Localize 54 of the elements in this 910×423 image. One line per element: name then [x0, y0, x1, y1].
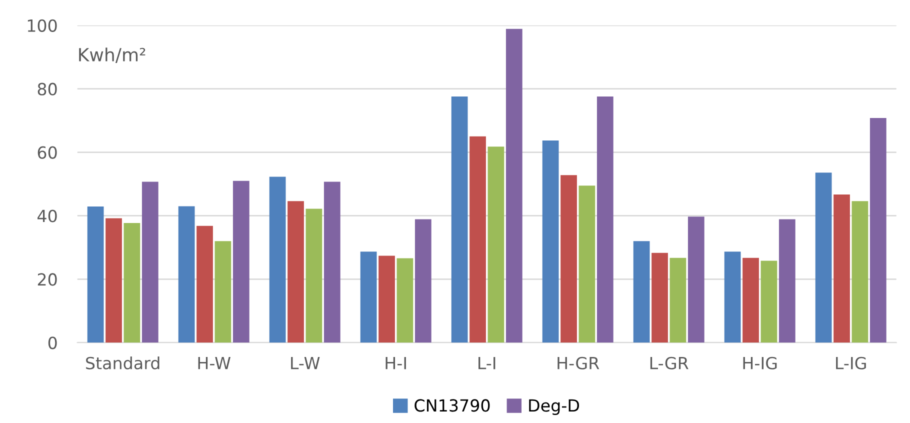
bar [778, 219, 796, 343]
x-tick-label: H-I [386, 357, 406, 370]
bar [870, 118, 886, 343]
bar [360, 252, 377, 343]
bar [742, 258, 759, 343]
x-tick-label: L-I [478, 357, 496, 370]
legend-label: Deg-D [529, 399, 580, 416]
bar [560, 175, 577, 343]
x-tick-label: H-GR [558, 356, 600, 370]
bar [670, 258, 686, 343]
bar [724, 252, 741, 343]
bar [106, 218, 122, 343]
bar [451, 96, 468, 343]
bar [87, 206, 104, 343]
x-tick-label: L-W [291, 357, 320, 370]
bar [815, 172, 832, 343]
bar [688, 216, 704, 343]
bar [378, 256, 395, 343]
bar [414, 219, 432, 343]
bar [470, 136, 486, 343]
bar [306, 208, 322, 343]
y-tick-label: 0 [48, 336, 57, 350]
bar [196, 226, 213, 343]
y-tick-label: 80 [38, 82, 57, 96]
y-tick-label: 40 [38, 210, 57, 222]
bar [760, 260, 778, 343]
bar [633, 241, 650, 343]
bar [578, 186, 596, 343]
x-tick-label: L-GR [650, 356, 688, 370]
bar [396, 258, 414, 343]
bar [834, 194, 850, 343]
bar [178, 206, 195, 343]
bar [142, 182, 158, 343]
x-tick-label: H-IG [743, 356, 777, 370]
bar [288, 201, 304, 343]
bar [542, 140, 559, 343]
y-tick-label: 100 [28, 19, 57, 32]
bar [488, 146, 504, 343]
bar [124, 223, 140, 343]
legend-label: CN13790 [414, 399, 490, 412]
x-tick-label: Standard [86, 356, 160, 370]
bar [324, 182, 340, 343]
x-tick-label: H-W [198, 357, 230, 370]
y-axis-title: Kwh/m² [79, 48, 146, 63]
bar [852, 201, 868, 343]
y-tick-label: 60 [38, 146, 57, 159]
bar [232, 180, 250, 343]
bar [506, 28, 522, 343]
bar [214, 241, 232, 343]
bar [596, 96, 614, 343]
bar [652, 252, 668, 343]
y-tick-label: 20 [38, 273, 57, 286]
bar [269, 176, 286, 343]
x-tick-label: L-IG [836, 356, 866, 370]
